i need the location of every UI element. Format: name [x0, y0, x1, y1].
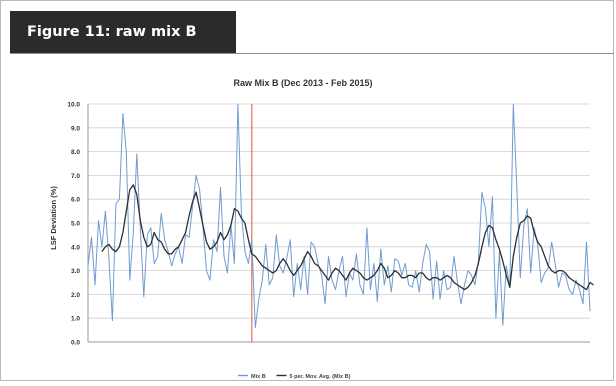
- series-line-moving-average: [101, 184, 594, 291]
- figure-label-underline: [10, 53, 614, 54]
- y-tick-label: 8.0: [71, 149, 80, 156]
- y-tick-label: 3.0: [71, 268, 80, 275]
- y-axis-label: LSF Deviation (%): [49, 186, 58, 250]
- chart-container: Raw Mix B (Dec 2013 - Feb 2015) LSF Devi…: [0, 54, 614, 381]
- y-tick-label: 9.0: [71, 125, 80, 132]
- legend-label: 5 per. Mov. Avg. (Mix B): [290, 374, 351, 380]
- y-tick-label: 6.0: [71, 197, 80, 204]
- y-tick-label: 2.0: [71, 292, 80, 299]
- y-tick-label: 7.0: [71, 173, 80, 180]
- figure-label: Figure 11: raw mix B: [10, 11, 236, 53]
- y-tick-label: 1.0: [71, 316, 80, 323]
- chart-title: Raw Mix B (Dec 2013 - Feb 2015): [233, 78, 372, 88]
- y-tick-label: 0.0: [71, 340, 80, 347]
- series-group: [87, 103, 594, 329]
- line-chart: Raw Mix B (Dec 2013 - Feb 2015) LSF Devi…: [49, 78, 594, 380]
- y-axis-ticks: 0.0 1.0 2.0 3.0 4.0 5.0 6.0 7.0 8.0 9.0 10.0: [67, 102, 80, 347]
- legend: Mix B 5 per. Mov. Avg. (Mix B): [238, 374, 351, 380]
- y-tick-label: 4.0: [71, 244, 80, 251]
- legend-label: Mix B: [251, 374, 266, 380]
- y-tick-label: 5.0: [71, 221, 80, 228]
- y-tick-label: 10.0: [67, 102, 80, 109]
